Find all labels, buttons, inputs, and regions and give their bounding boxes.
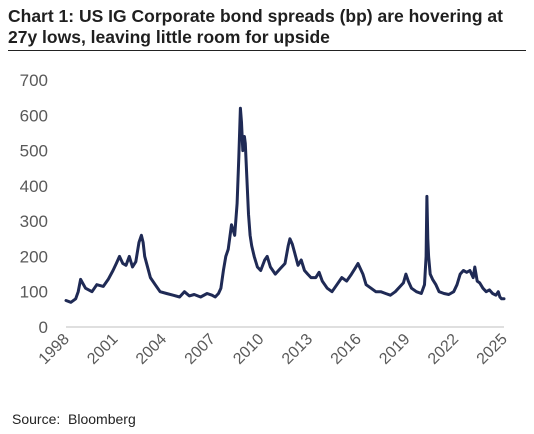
x-tick-label: 2022 xyxy=(425,331,462,368)
x-tick-label: 2016 xyxy=(328,331,365,368)
y-tick-label: 300 xyxy=(20,212,48,231)
y-tick-label: 400 xyxy=(20,177,48,196)
x-tick-label: 2010 xyxy=(230,331,267,368)
x-tick-label: 2013 xyxy=(279,331,316,368)
y-tick-label: 500 xyxy=(20,142,48,161)
x-tick-label: 2025 xyxy=(474,331,511,368)
y-tick-label: 200 xyxy=(20,247,48,266)
source-value: Bloomberg xyxy=(68,411,136,427)
source-note: Source: Bloomberg xyxy=(12,411,136,427)
x-tick-label: 2001 xyxy=(84,331,121,368)
chart-title: Chart 1: US IG Corporate bond spreads (b… xyxy=(8,6,503,47)
x-tick-label: 2019 xyxy=(376,331,413,368)
title-divider xyxy=(8,50,526,51)
x-tick-label: 2007 xyxy=(182,331,219,368)
y-tick-label: 100 xyxy=(20,283,48,302)
x-tick-label: 2004 xyxy=(133,331,170,368)
y-tick-label: 0 xyxy=(39,318,48,337)
x-axis-labels: 1998 2001 2004 2007 2010 2013 2016 2019 2022 2025 xyxy=(36,331,511,368)
source-label: Source: xyxy=(12,411,61,427)
spread-series-line xyxy=(64,106,506,304)
y-tick-label: 700 xyxy=(20,71,48,90)
y-tick-label: 600 xyxy=(20,106,48,125)
y-axis-labels: 0 100 200 300 400 500 600 700 xyxy=(20,71,48,337)
